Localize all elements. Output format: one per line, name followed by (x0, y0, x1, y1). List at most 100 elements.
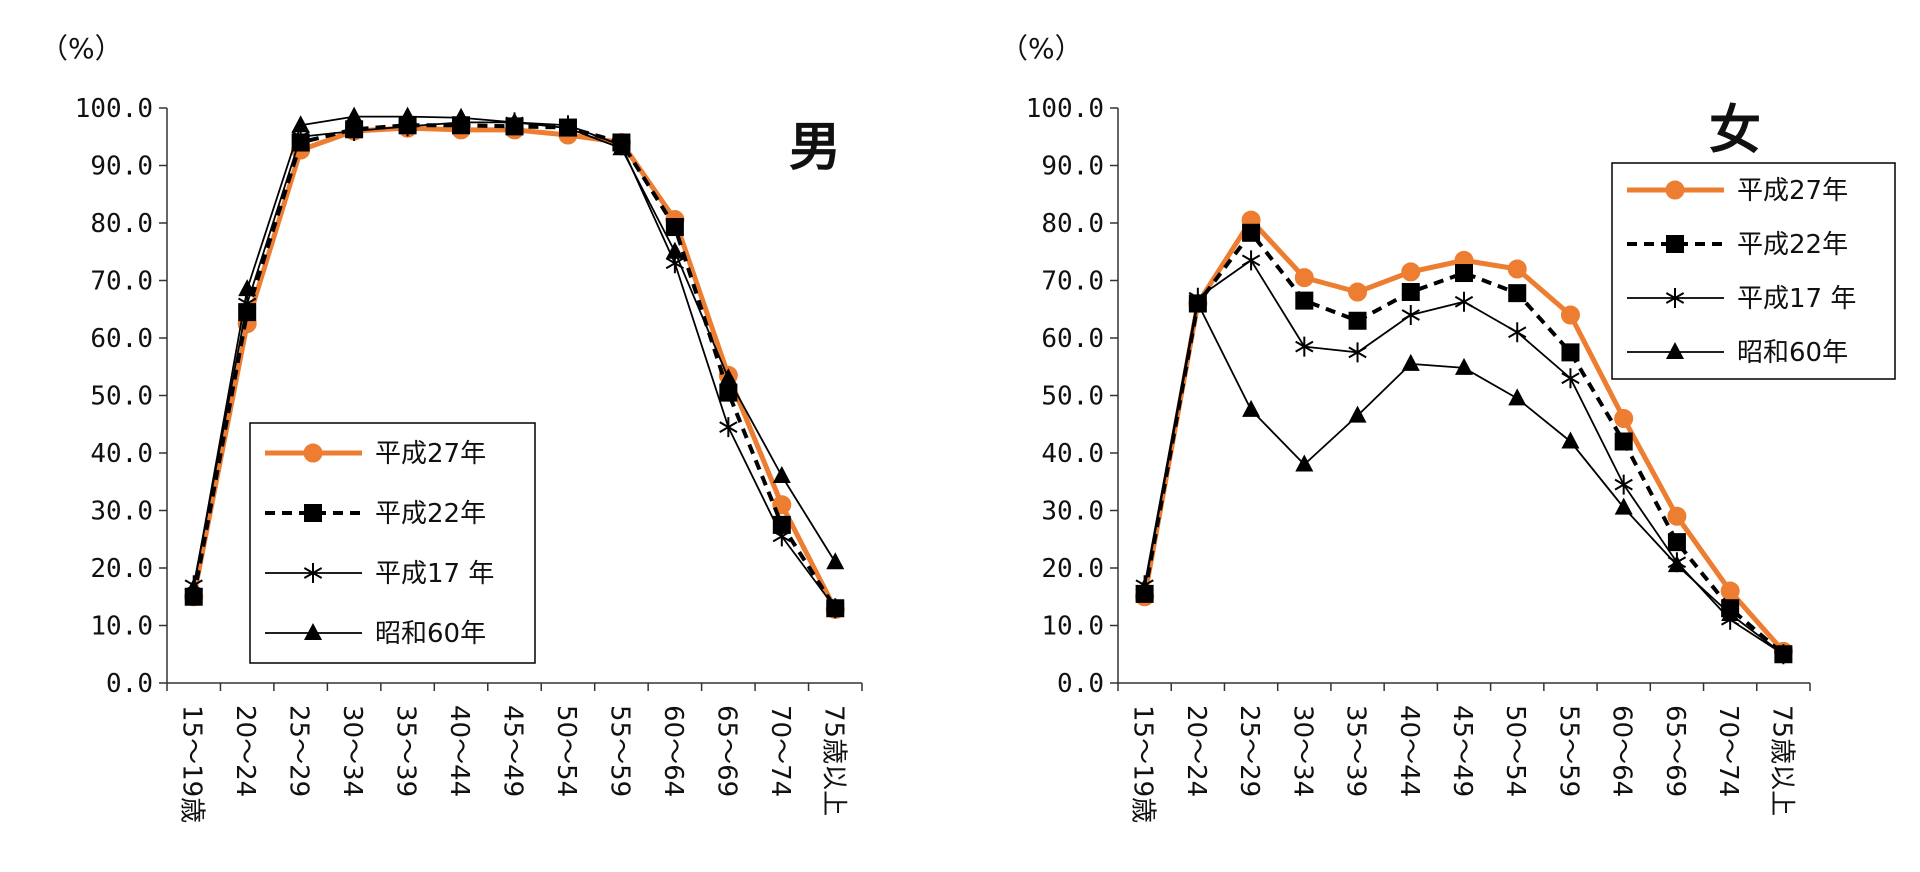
y-unit-label: （%） (1000, 32, 1083, 65)
panel-title: 男 (789, 118, 841, 178)
data-point (826, 552, 845, 570)
y-tick-label: 0.0 (1057, 669, 1104, 699)
x-tick-label: 50～54 (1500, 705, 1530, 797)
data-point (505, 112, 524, 130)
data-point (344, 121, 364, 141)
data-point (345, 106, 364, 124)
data-point (1561, 431, 1580, 449)
y-tick-label: 90.0 (90, 152, 153, 182)
y-tick-label: 0.0 (106, 669, 153, 699)
data-point (772, 526, 791, 547)
data-point (1294, 268, 1314, 288)
x-tick-label: 35～39 (391, 705, 421, 797)
x-tick-label: 60～64 (658, 705, 688, 797)
data-point (1188, 293, 1207, 311)
y-tick-label: 40.0 (1041, 439, 1104, 469)
data-point (1667, 555, 1686, 573)
y-tick-label: 10.0 (1041, 612, 1104, 642)
data-point (184, 578, 203, 596)
x-tick-label: 20～24 (230, 705, 260, 797)
legend-label: 平成17 年 (375, 559, 494, 589)
legend-marker (1665, 288, 1685, 308)
legend-label: 平成22年 (375, 499, 486, 529)
data-point (1667, 533, 1686, 552)
data-point (665, 218, 684, 237)
x-tick-label: 65～69 (1660, 705, 1690, 797)
legend-label: 平成27年 (375, 439, 486, 469)
legend-label: 平成27年 (1737, 176, 1848, 206)
data-point (1401, 353, 1420, 371)
y-tick-label: 90.0 (1041, 152, 1104, 182)
data-point (772, 515, 791, 534)
data-point (1614, 409, 1634, 428)
y-tick-label: 20.0 (1041, 554, 1104, 584)
data-point (1295, 454, 1314, 472)
data-point (1242, 223, 1261, 242)
y-tick-label: 10.0 (90, 612, 153, 642)
data-point (1507, 259, 1527, 279)
data-point (1720, 581, 1740, 601)
data-point (1401, 305, 1420, 325)
legend-box (1611, 162, 1896, 380)
data-point (1242, 399, 1261, 417)
y-tick-label: 60.0 (1041, 324, 1104, 354)
data-point (665, 241, 684, 259)
x-tick-label: 35～39 (1341, 705, 1371, 797)
y-unit-label: （%） (40, 32, 123, 65)
data-point (1614, 497, 1633, 515)
x-tick-label: 30～34 (1287, 705, 1317, 797)
x-tick-label: 50～54 (551, 705, 581, 797)
y-tick-label: 70.0 (90, 267, 153, 297)
legend-marker (1666, 342, 1684, 359)
data-point (398, 106, 417, 124)
legend-label: 平成22年 (1737, 230, 1848, 260)
y-tick-label: 40.0 (90, 439, 153, 469)
data-point (1295, 336, 1314, 357)
y-tick-label: 20.0 (90, 554, 153, 584)
x-tick-label: 45～49 (498, 705, 528, 797)
data-point (1241, 250, 1261, 271)
x-tick-label: 30～34 (337, 705, 367, 797)
y-tick-label: 70.0 (1041, 267, 1104, 297)
x-tick-label: 75歳以上 (1766, 705, 1796, 816)
y-tick-label: 60.0 (90, 324, 153, 354)
data-point (612, 138, 631, 156)
x-tick-label: 40～44 (444, 705, 474, 797)
series-4 (1135, 293, 1793, 662)
x-tick-label: 15～19歳 (177, 705, 207, 823)
data-point (1348, 282, 1368, 302)
data-point (238, 293, 257, 314)
data-point (558, 118, 577, 136)
chart-panel-2: （%） 0.0 10.0 20.0 30.0 40.0 50.0 60.0 70.0 80.0 90… (1000, 32, 1896, 823)
data-point (1508, 284, 1527, 303)
y-tick-label: 100.0 (75, 94, 153, 124)
data-point (1348, 405, 1367, 423)
data-point (1135, 578, 1154, 596)
data-point (1774, 644, 1793, 662)
data-point (1614, 474, 1633, 495)
data-point (291, 115, 310, 133)
x-tick-label: 25～29 (1234, 705, 1264, 797)
legend-marker (303, 563, 323, 583)
x-tick-label: 15～19歳 (1128, 705, 1158, 823)
y-tick-label: 80.0 (90, 209, 153, 239)
legend-marker (1666, 235, 1684, 253)
data-point (1401, 262, 1421, 282)
legend-marker (303, 443, 323, 463)
y-tick-label: 50.0 (90, 382, 153, 412)
data-point (1401, 283, 1420, 301)
data-point (719, 417, 738, 438)
x-tick-label: 55～59 (1553, 705, 1583, 797)
x-tick-label: 60～64 (1607, 705, 1637, 797)
x-tick-label: 20～24 (1181, 705, 1211, 797)
x-tick-label: 70～74 (765, 705, 795, 797)
legend-label: 平成17 年 (1737, 284, 1856, 314)
y-tick-label: 30.0 (90, 497, 153, 527)
data-point (1560, 305, 1580, 325)
x-tick-label: 55～59 (604, 705, 634, 797)
data-point (452, 107, 471, 125)
data-point (1295, 291, 1314, 310)
x-tick-label: 75歳以上 (818, 705, 848, 816)
